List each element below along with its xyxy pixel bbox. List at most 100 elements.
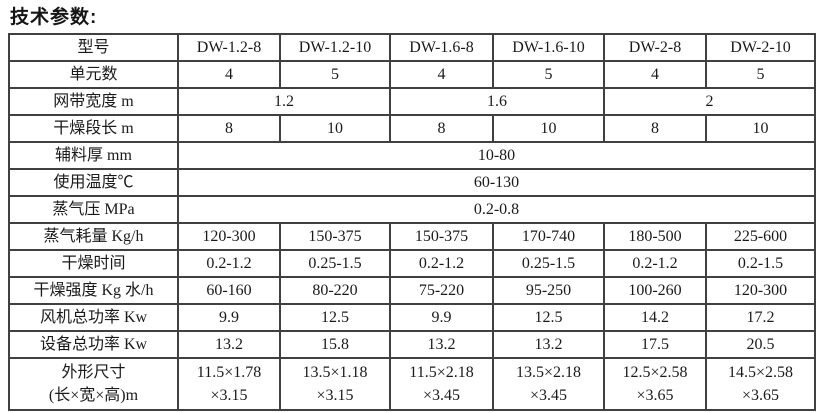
value-cell: 13.2 xyxy=(177,330,281,359)
row-label: 辅料厚 mm xyxy=(8,141,179,170)
value-cell: 13.5×2.18 ×3.45 xyxy=(492,357,605,411)
dimension-line1: 11.5×1.78 xyxy=(196,363,262,381)
row-unit-count: 单元数 4 5 4 5 4 5 xyxy=(8,60,816,89)
value-cell: 12.5 xyxy=(492,303,605,332)
value-cell: 180-500 xyxy=(603,222,707,251)
value-cell: 20.5 xyxy=(705,330,816,359)
value-cell: 10 xyxy=(492,114,605,143)
row-steam-consumption: 蒸气耗量 Kg/h 120-300 150-375 150-375 170-74… xyxy=(8,222,816,251)
value-cell: 15.8 xyxy=(279,330,391,359)
row-label: 单元数 xyxy=(8,60,179,89)
dimension-line2: ×3.45 xyxy=(422,387,461,404)
value-cell: 14.5×2.58 ×3.65 xyxy=(705,357,816,411)
row-drying-section-length: 干燥段长 m 8 10 8 10 8 10 xyxy=(8,114,816,143)
value-cell: 5 xyxy=(705,60,816,89)
value-cell: 0.25-1.5 xyxy=(279,249,391,278)
value-cell: 95-250 xyxy=(492,276,605,305)
value-cell: 17.5 xyxy=(603,330,707,359)
value-cell: 9.9 xyxy=(177,303,281,332)
value-cell: 0.25-1.5 xyxy=(492,249,605,278)
row-operating-temperature: 使用温度℃ 60-130 xyxy=(8,168,816,197)
row-belt-width: 网带宽度 m 1.2 1.6 2 xyxy=(8,87,816,116)
dimension-line1: 14.5×2.58 xyxy=(727,363,794,381)
value-cell: 11.5×2.18 ×3.45 xyxy=(389,357,494,411)
value-cell-fullspan: 0.2-0.8 xyxy=(177,195,816,224)
value-cell: 75-220 xyxy=(389,276,494,305)
row-steam-pressure: 蒸气压 MPa 0.2-0.8 xyxy=(8,195,816,224)
row-model-header: 型号 DW-1.2-8 DW-1.2-10 DW-1.6-8 DW-1.6-10… xyxy=(8,33,816,62)
value-cell: 170-740 xyxy=(492,222,605,251)
row-drying-time: 干燥时间 0.2-1.2 0.25-1.5 0.2-1.2 0.25-1.5 0… xyxy=(8,249,816,278)
value-cell: 120-300 xyxy=(177,222,281,251)
dimension-line2: ×3.65 xyxy=(741,387,780,404)
dimension-line1: 11.5×2.18 xyxy=(409,363,474,381)
row-label: 外形尺寸 (长×宽×高)m xyxy=(8,357,179,411)
row-equipment-total-power: 设备总功率 Kw 13.2 15.8 13.2 13.2 17.5 20.5 xyxy=(8,330,816,359)
value-cell: 150-375 xyxy=(279,222,391,251)
value-cell: 17.2 xyxy=(705,303,816,332)
row-label: 设备总功率 Kw xyxy=(8,330,179,359)
value-cell: 10 xyxy=(279,114,391,143)
row-label-line2: (长×宽×高)m xyxy=(48,387,139,404)
row-label-model: 型号 xyxy=(8,33,179,62)
value-cell: 60-160 xyxy=(177,276,281,305)
value-cell: 100-260 xyxy=(603,276,707,305)
value-cell: 120-300 xyxy=(705,276,816,305)
value-cell: 4 xyxy=(603,60,707,89)
value-cell-merged: 1.6 xyxy=(389,87,605,116)
row-label: 风机总功率 Kw xyxy=(8,303,179,332)
page-title: 技术参数: xyxy=(10,7,98,28)
value-cell: 14.2 xyxy=(603,303,707,332)
model-header-cell: DW-2-10 xyxy=(705,33,816,62)
row-label: 干燥段长 m xyxy=(8,114,179,143)
row-material-thickness: 辅料厚 mm 10-80 xyxy=(8,141,816,170)
value-cell: 5 xyxy=(279,60,391,89)
dimension-line2: ×3.15 xyxy=(210,387,248,404)
model-header-cell: DW-1.2-8 xyxy=(177,33,281,62)
value-cell-merged: 2 xyxy=(603,87,816,116)
row-label: 蒸气压 MPa xyxy=(8,195,179,224)
value-cell: 13.2 xyxy=(492,330,605,359)
value-cell: 11.5×1.78 ×3.15 xyxy=(177,357,281,411)
value-cell: 4 xyxy=(177,60,281,89)
model-header-cell: DW-2-8 xyxy=(603,33,707,62)
value-cell-fullspan: 60-130 xyxy=(177,168,816,197)
value-cell: 150-375 xyxy=(389,222,494,251)
model-header-cell: DW-1.6-8 xyxy=(389,33,494,62)
dimension-line1: 13.5×1.18 xyxy=(302,363,368,381)
tech-params-table: 型号 DW-1.2-8 DW-1.2-10 DW-1.6-8 DW-1.6-10… xyxy=(8,33,816,411)
value-cell-fullspan: 10-80 xyxy=(177,141,816,170)
value-cell: 4 xyxy=(389,60,494,89)
value-cell: 8 xyxy=(177,114,281,143)
value-cell: 5 xyxy=(492,60,605,89)
row-label: 使用温度℃ xyxy=(8,168,179,197)
value-cell: 0.2-1.5 xyxy=(705,249,816,278)
value-cell: 80-220 xyxy=(279,276,391,305)
row-overall-dimensions: 外形尺寸 (长×宽×高)m 11.5×1.78 ×3.15 13.5×1.18 … xyxy=(8,357,816,411)
row-drying-intensity: 干燥强度 Kg 水/h 60-160 80-220 75-220 95-250 … xyxy=(8,276,816,305)
value-cell: 9.9 xyxy=(389,303,494,332)
value-cell: 8 xyxy=(603,114,707,143)
dimension-line1: 12.5×2.58 xyxy=(622,363,688,381)
value-cell: 0.2-1.2 xyxy=(603,249,707,278)
value-cell: 10 xyxy=(705,114,816,143)
dimension-line1: 13.5×2.18 xyxy=(515,363,582,381)
dimension-line2: ×3.15 xyxy=(316,387,354,404)
model-header-cell: DW-1.2-10 xyxy=(279,33,391,62)
row-label: 干燥时间 xyxy=(8,249,179,278)
row-label: 蒸气耗量 Kg/h xyxy=(8,222,179,251)
value-cell: 12.5 xyxy=(279,303,391,332)
dimension-line2: ×3.45 xyxy=(529,387,568,404)
row-label: 干燥强度 Kg 水/h xyxy=(8,276,179,305)
model-header-cell: DW-1.6-10 xyxy=(492,33,605,62)
value-cell: 8 xyxy=(389,114,494,143)
dimension-line2: ×3.65 xyxy=(636,387,674,404)
value-cell: 12.5×2.58 ×3.65 xyxy=(603,357,707,411)
value-cell: 13.2 xyxy=(389,330,494,359)
value-cell: 225-600 xyxy=(705,222,816,251)
value-cell-merged: 1.2 xyxy=(177,87,391,116)
row-label-line1: 外形尺寸 xyxy=(61,363,126,381)
value-cell: 0.2-1.2 xyxy=(177,249,281,278)
row-label: 网带宽度 m xyxy=(8,87,179,116)
row-fan-total-power: 风机总功率 Kw 9.9 12.5 9.9 12.5 14.2 17.2 xyxy=(8,303,816,332)
